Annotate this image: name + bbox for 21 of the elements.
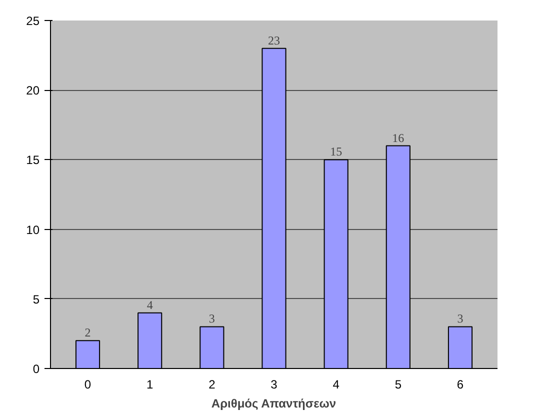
data-label: 23 — [268, 33, 280, 48]
x-tick-label: 6 — [456, 378, 464, 392]
x-tick-label: 5 — [394, 378, 402, 392]
x-tick-label: 2 — [208, 378, 216, 392]
x-tick-label: 0 — [84, 378, 92, 392]
y-tick-label: 15 — [26, 153, 40, 168]
x-tick-label: 3 — [270, 378, 278, 392]
data-label: 3 — [457, 312, 464, 326]
y-tick-label: 20 — [26, 84, 40, 98]
y-tick-label: 25 — [26, 14, 40, 28]
x-tick-label: 4 — [332, 378, 340, 392]
y-tick-label: 10 — [26, 222, 40, 237]
data-label: 15 — [330, 144, 342, 159]
data-label: 16 — [392, 130, 404, 145]
data-label: 2 — [84, 326, 91, 340]
data-label: 3 — [208, 312, 215, 326]
x-axis-title: Αριθμός Απαντήσεων — [211, 396, 336, 410]
y-tick-label: 5 — [32, 292, 40, 306]
y-tick-label: 0 — [32, 362, 40, 376]
x-tick-label: 1 — [146, 378, 154, 392]
data-label: 4 — [146, 298, 153, 312]
